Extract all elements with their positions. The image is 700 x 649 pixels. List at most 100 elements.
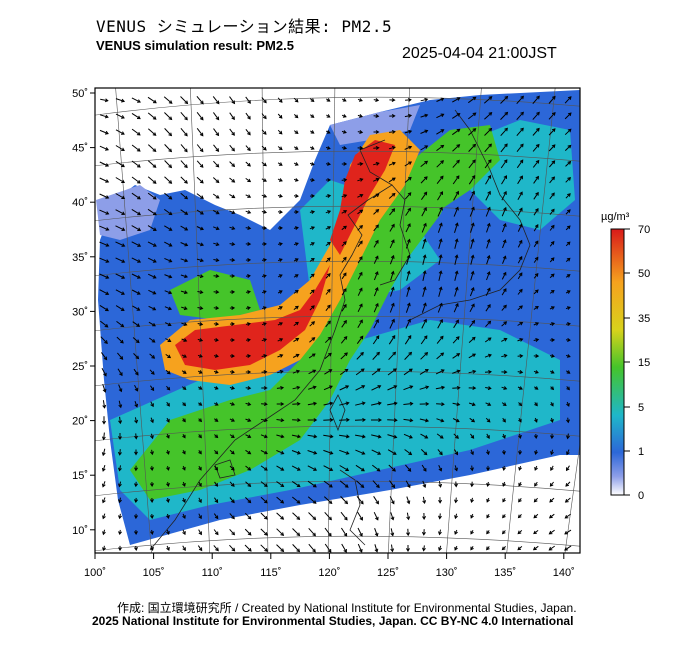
wind-arrow-head bbox=[390, 254, 395, 259]
wind-arrow-head bbox=[231, 179, 236, 183]
wind-arrow bbox=[422, 480, 426, 488]
wind-arrow bbox=[276, 465, 284, 471]
wind-arrow-head bbox=[438, 547, 442, 552]
wind-arrow-head bbox=[263, 402, 268, 407]
wind-arrow-head bbox=[536, 95, 540, 100]
wind-arrow-head bbox=[137, 243, 142, 247]
wind-arrow-head bbox=[311, 178, 315, 182]
wind-arrow-head bbox=[550, 402, 554, 407]
wind-arrow bbox=[374, 544, 378, 552]
wind-arrow bbox=[180, 225, 188, 231]
wind-arrow bbox=[517, 191, 523, 201]
wind-arrow-head bbox=[407, 468, 412, 472]
wind-arrow-head bbox=[359, 303, 363, 308]
wind-arrow-head bbox=[377, 451, 382, 455]
wind-arrow-head bbox=[454, 515, 458, 520]
wind-arrow bbox=[229, 528, 235, 536]
wind-arrow-head bbox=[279, 354, 284, 358]
wind-arrow-head bbox=[486, 287, 491, 292]
wind-arrow bbox=[276, 434, 284, 438]
wind-arrow bbox=[437, 223, 443, 233]
wind-arrow bbox=[99, 114, 109, 118]
wind-arrow bbox=[387, 368, 397, 376]
wind-arrow bbox=[422, 496, 426, 504]
wind-arrow bbox=[149, 337, 155, 343]
wind-arrow-head bbox=[345, 385, 350, 389]
wind-arrow-head bbox=[519, 305, 523, 309]
wind-arrow-head bbox=[105, 179, 110, 183]
wind-arrow bbox=[357, 225, 363, 231]
wind-arrow-head bbox=[550, 370, 555, 374]
wind-arrow-head bbox=[550, 257, 555, 261]
wind-arrow-head bbox=[376, 351, 380, 356]
wind-arrow bbox=[164, 176, 172, 184]
wind-arrow bbox=[115, 225, 125, 231]
wind-arrow bbox=[500, 112, 508, 120]
wind-arrow bbox=[484, 337, 492, 343]
wind-arrow-head bbox=[439, 451, 443, 456]
wind-arrow-head bbox=[231, 242, 236, 246]
longitude-label: 115˚ bbox=[260, 567, 281, 579]
wind-arrow-head bbox=[182, 482, 186, 487]
wind-arrow bbox=[307, 480, 317, 488]
wind-arrow-head bbox=[344, 368, 349, 373]
wind-arrow bbox=[388, 193, 396, 199]
wind-arrow-head bbox=[342, 98, 347, 102]
wind-arrow bbox=[148, 305, 156, 311]
wind-arrow bbox=[486, 255, 490, 265]
wind-arrow-head bbox=[280, 385, 285, 390]
wind-arrow-head bbox=[564, 547, 568, 551]
wind-arrow bbox=[341, 257, 347, 263]
wind-arrow bbox=[147, 273, 157, 279]
wind-arrow bbox=[276, 496, 284, 504]
wind-arrow-head bbox=[377, 385, 382, 389]
wind-arrow bbox=[213, 160, 219, 168]
wind-arrow-head bbox=[121, 147, 125, 152]
wind-arrow-head bbox=[486, 222, 491, 227]
wind-arrow bbox=[389, 480, 395, 488]
wind-arrow-head bbox=[374, 532, 379, 537]
wind-arrow-head bbox=[422, 500, 427, 505]
wind-arrow bbox=[533, 208, 539, 216]
wind-arrow bbox=[245, 96, 251, 104]
wind-arrow-head bbox=[487, 190, 491, 195]
wind-arrow-head bbox=[566, 419, 570, 424]
meridian-105 bbox=[115, 88, 152, 553]
wind-arrow-head bbox=[152, 196, 157, 200]
wind-arrow-head bbox=[215, 179, 220, 184]
wind-arrow-head bbox=[376, 467, 381, 472]
wind-arrow-head bbox=[342, 130, 347, 134]
wind-arrow bbox=[308, 369, 316, 375]
wind-arrow bbox=[101, 367, 107, 377]
wind-arrow bbox=[323, 480, 333, 488]
wind-arrow-head bbox=[407, 192, 412, 196]
wind-arrow-head bbox=[438, 238, 443, 243]
wind-arrow-head bbox=[296, 516, 301, 520]
wind-arrow-head bbox=[359, 319, 363, 324]
wind-arrow-head bbox=[567, 177, 571, 181]
wind-arrow-head bbox=[137, 259, 142, 263]
wind-arrow-head bbox=[184, 132, 188, 137]
wind-arrow-head bbox=[105, 147, 110, 151]
map-frame bbox=[94, 87, 581, 554]
wind-arrow bbox=[196, 176, 204, 184]
wind-arrow bbox=[484, 159, 492, 169]
wind-arrow-head bbox=[312, 369, 317, 374]
wind-arrow bbox=[115, 113, 125, 119]
longitude-label: 130˚ bbox=[436, 567, 458, 579]
wind-arrow-head bbox=[470, 546, 474, 551]
wind-arrow bbox=[501, 207, 507, 217]
wind-arrow-head bbox=[472, 96, 477, 101]
colorbar-label: 35 bbox=[638, 313, 650, 325]
colorbar-label: 5 bbox=[638, 402, 644, 414]
wind-arrow bbox=[388, 335, 396, 345]
wind-arrow bbox=[469, 303, 475, 313]
wind-arrow-head bbox=[425, 418, 430, 423]
wind-arrow-head bbox=[199, 116, 204, 121]
wind-arrow bbox=[260, 481, 268, 487]
wind-arrow-head bbox=[264, 532, 268, 536]
wind-arrow bbox=[390, 528, 394, 536]
longitude-label: 100˚ bbox=[84, 567, 106, 579]
wind-arrow bbox=[339, 465, 349, 471]
wind-arrow-head bbox=[391, 223, 395, 228]
